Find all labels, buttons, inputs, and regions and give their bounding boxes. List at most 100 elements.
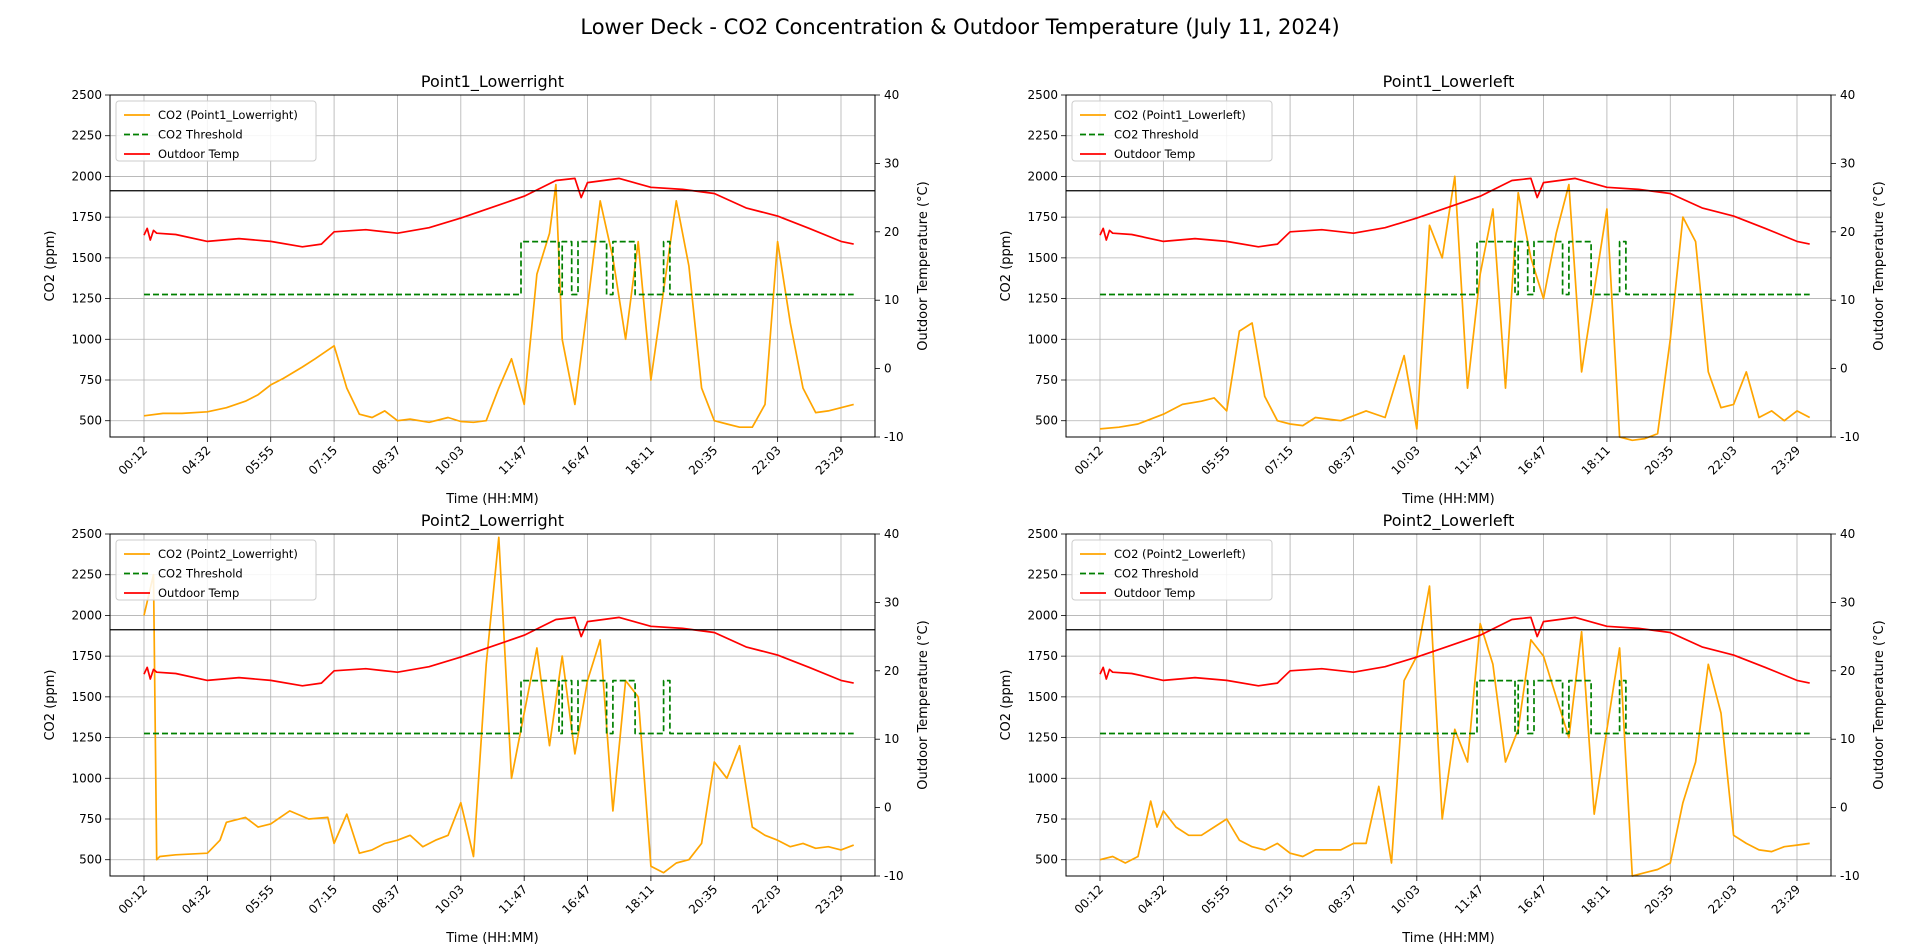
y-tick-label: 2250 — [71, 568, 102, 582]
legend-label: Outdoor Temp — [158, 586, 239, 600]
legend-label: CO2 Threshold — [158, 567, 243, 581]
y-tick-label: 2500 — [71, 527, 102, 541]
y-tick-label: 1250 — [1027, 292, 1058, 306]
y-tick-label: 2250 — [1027, 129, 1058, 143]
co2-series-line — [1099, 585, 1810, 877]
y2-tick-label: 20 — [884, 225, 899, 239]
co2-series-line — [143, 536, 855, 874]
threshold-series-line — [144, 679, 854, 735]
y-tick-label: 750 — [1035, 373, 1058, 387]
y-tick-label: 1750 — [71, 210, 102, 224]
subplot-title: Point1_Lowerleft — [1383, 72, 1515, 92]
temp-series-line — [143, 177, 854, 248]
y2-tick-label: 40 — [884, 527, 899, 541]
y2-tick-label: 10 — [884, 293, 899, 307]
x-axis-label: Time (HH:MM) — [445, 931, 538, 946]
plot-frame — [109, 94, 876, 438]
x-axis-label: Time (HH:MM) — [1401, 492, 1494, 507]
y2-tick-label: 30 — [884, 156, 899, 170]
threshold-series-line — [1100, 679, 1810, 735]
y2-tick-label: 0 — [1840, 801, 1848, 815]
y2-tick-label: 0 — [884, 801, 892, 815]
y2-axis-label: Outdoor Temperature (°C) — [916, 620, 931, 789]
legend: CO2 (Point2_Lowerright) CO2 Threshold Outd… — [115, 539, 317, 601]
y2-tick-label: 10 — [1840, 293, 1855, 307]
y2-tick-label: 20 — [1840, 664, 1855, 678]
co2-series-line — [143, 183, 854, 429]
y2-tick-label: 20 — [884, 664, 899, 678]
y-tick-label: 500 — [79, 853, 102, 867]
legend: CO2 (Point2_Lowerleft) CO2 Threshold Outdo… — [1071, 539, 1273, 601]
legend-label: CO2 (Point2_Lowerleft) — [1114, 547, 1246, 561]
figure-title: Lower Deck - CO2 Concentration & Outdoor… — [580, 15, 1339, 39]
y2-tick-label: 30 — [884, 595, 899, 609]
plot-frame — [109, 533, 876, 877]
y2-axis-label: Outdoor Temperature (°C) — [1872, 181, 1887, 350]
y-tick-label: 2500 — [1027, 527, 1058, 541]
temp-series-line — [143, 616, 854, 687]
y2-tick-label: -10 — [1840, 430, 1860, 444]
y-tick-label: 2500 — [1027, 88, 1058, 102]
legend-box — [115, 539, 317, 601]
co2-series-line — [1099, 175, 1811, 442]
y-tick-label: 2000 — [1027, 169, 1058, 183]
y-tick-label: 1000 — [1027, 771, 1058, 785]
y-axis-label: CO2 (ppm) — [43, 230, 58, 301]
y-tick-label: 500 — [1035, 414, 1058, 428]
threshold-series-line — [144, 240, 854, 296]
y2-tick-label: 0 — [884, 362, 892, 376]
y2-axis-label: Outdoor Temperature (°C) — [1872, 620, 1887, 789]
y2-tick-label: 20 — [1840, 225, 1855, 239]
y2-tick-label: 10 — [1840, 732, 1855, 746]
y-axis-label: CO2 (ppm) — [999, 230, 1014, 301]
y2-tick-label: 40 — [1840, 88, 1855, 102]
y2-tick-label: 0 — [1840, 362, 1848, 376]
plot-frame — [1065, 94, 1832, 438]
y2-axis-label: Outdoor Temperature (°C) — [916, 181, 931, 350]
y-tick-label: 750 — [1035, 812, 1058, 826]
y2-tick-label: -10 — [884, 869, 904, 883]
legend-label: Outdoor Temp — [1114, 586, 1195, 600]
legend-label: Outdoor Temp — [1114, 147, 1195, 161]
subplot-title: Point1_Lowerright — [421, 72, 564, 92]
y2-tick-label: 40 — [1840, 527, 1855, 541]
y-tick-label: 2000 — [1027, 608, 1058, 622]
legend-label: CO2 Threshold — [158, 128, 243, 142]
y-tick-label: 500 — [79, 414, 102, 428]
y2-tick-label: -10 — [1840, 869, 1860, 883]
x-axis-label: Time (HH:MM) — [1401, 931, 1494, 946]
temp-series-line — [1099, 616, 1810, 687]
y2-tick-label: -10 — [884, 430, 904, 444]
subplot-title: Point2_Lowerleft — [1383, 511, 1515, 531]
legend-label: CO2 (Point2_Lowerright) — [158, 547, 298, 561]
legend-label: CO2 Threshold — [1114, 567, 1199, 581]
legend-label: CO2 (Point1_Lowerright) — [158, 108, 298, 122]
y-tick-label: 1000 — [1027, 332, 1058, 346]
y2-tick-label: 10 — [884, 732, 899, 746]
y-tick-label: 2500 — [71, 88, 102, 102]
threshold-series-line — [1100, 240, 1810, 296]
legend: CO2 (Point1_Lowerleft) CO2 Threshold Outdo… — [1071, 100, 1273, 162]
y-tick-label: 1500 — [71, 251, 102, 265]
y-tick-label: 1000 — [71, 771, 102, 785]
y-tick-label: 1500 — [1027, 251, 1058, 265]
x-axis-label: Time (HH:MM) — [445, 492, 538, 507]
legend-box — [1071, 100, 1273, 162]
y-tick-label: 1500 — [71, 690, 102, 704]
y-tick-label: 2250 — [1027, 568, 1058, 582]
y-tick-label: 750 — [79, 373, 102, 387]
legend-label: CO2 Threshold — [1114, 128, 1199, 142]
y-tick-label: 1000 — [71, 332, 102, 346]
y-tick-label: 1500 — [1027, 690, 1058, 704]
y-axis-label: CO2 (ppm) — [43, 669, 58, 740]
subplot-title: Point2_Lowerright — [421, 511, 564, 531]
temp-series-line — [1099, 177, 1810, 248]
y-tick-label: 2000 — [71, 169, 102, 183]
legend-box — [115, 100, 317, 162]
plot-frame — [1065, 533, 1832, 877]
legend: CO2 (Point1_Lowerright) CO2 Threshold Outd… — [115, 100, 317, 162]
y-tick-label: 1250 — [71, 731, 102, 745]
y-axis-label: CO2 (ppm) — [999, 669, 1014, 740]
